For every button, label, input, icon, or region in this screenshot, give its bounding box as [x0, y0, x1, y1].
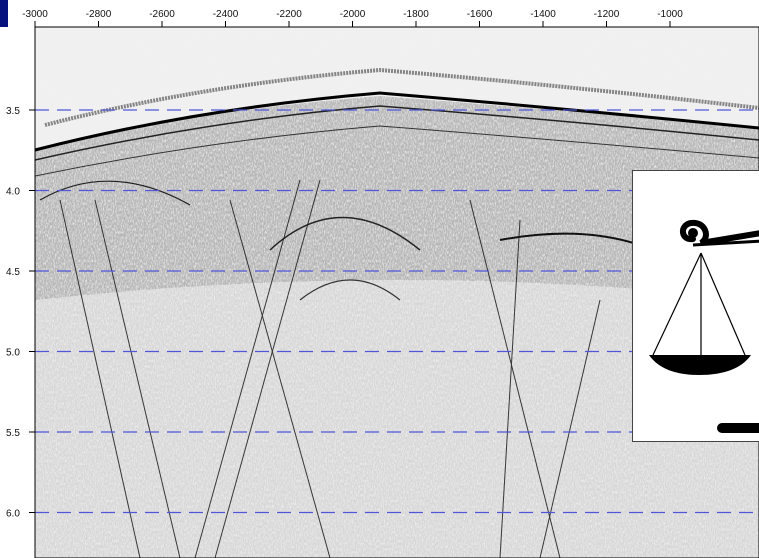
- y-tick-label: 3.5: [6, 106, 20, 117]
- balance-scale-icon: [649, 219, 759, 433]
- steep-event: [229, 199, 331, 558]
- x-tick-label: -2800: [86, 9, 112, 20]
- x-tick-label: -2600: [149, 9, 175, 20]
- steep-event: [194, 179, 301, 558]
- y-tick-label: 6.0: [6, 509, 20, 520]
- y-tick-label: 5.0: [6, 348, 20, 359]
- sub-horizon-2: [35, 125, 759, 177]
- x-axis: -3000 -2800 -2600 -2400 -2200 -2000 -1800 -1600…: [22, 9, 683, 27]
- steep-event: [59, 199, 141, 558]
- logo-panel: [632, 170, 759, 442]
- steep-event: [539, 299, 601, 558]
- top-axis-strip: [8, 0, 759, 27]
- x-tick-label: -2400: [213, 9, 239, 20]
- x-tick-label: -2000: [340, 9, 366, 20]
- seafloor-horizon: [35, 91, 759, 152]
- sub-horizon-1: [35, 105, 759, 161]
- x-tick-label: -1000: [657, 9, 683, 20]
- x-tick-label: -1400: [530, 9, 556, 20]
- reflector-segment: [499, 232, 641, 246]
- y-tick-label: 4.0: [6, 187, 20, 198]
- steep-events: [59, 179, 601, 558]
- steep-event: [94, 199, 181, 558]
- left-axis-strip: [0, 27, 35, 558]
- diffraction-arc-2: [299, 279, 401, 301]
- diffraction-arc-1: [269, 216, 421, 251]
- y-tick-label: 5.5: [6, 428, 20, 439]
- y-axis: 3.5 4.0 4.5 5.0 5.5 6.0: [6, 106, 35, 520]
- x-tick-label: -1600: [467, 9, 493, 20]
- y-tick-label: 4.5: [6, 267, 20, 278]
- x-tick-label: -3000: [22, 9, 48, 20]
- x-tick-label: -2200: [276, 9, 302, 20]
- water-surface-multiple: [44, 67, 759, 127]
- steep-event: [469, 199, 561, 558]
- steep-event: [214, 179, 321, 558]
- steep-event: [499, 219, 521, 558]
- x-tick-label: -1200: [594, 9, 620, 20]
- x-tick-label: -1800: [403, 9, 429, 20]
- diffraction-arc-3: [39, 180, 191, 206]
- plot-border: [34, 26, 759, 558]
